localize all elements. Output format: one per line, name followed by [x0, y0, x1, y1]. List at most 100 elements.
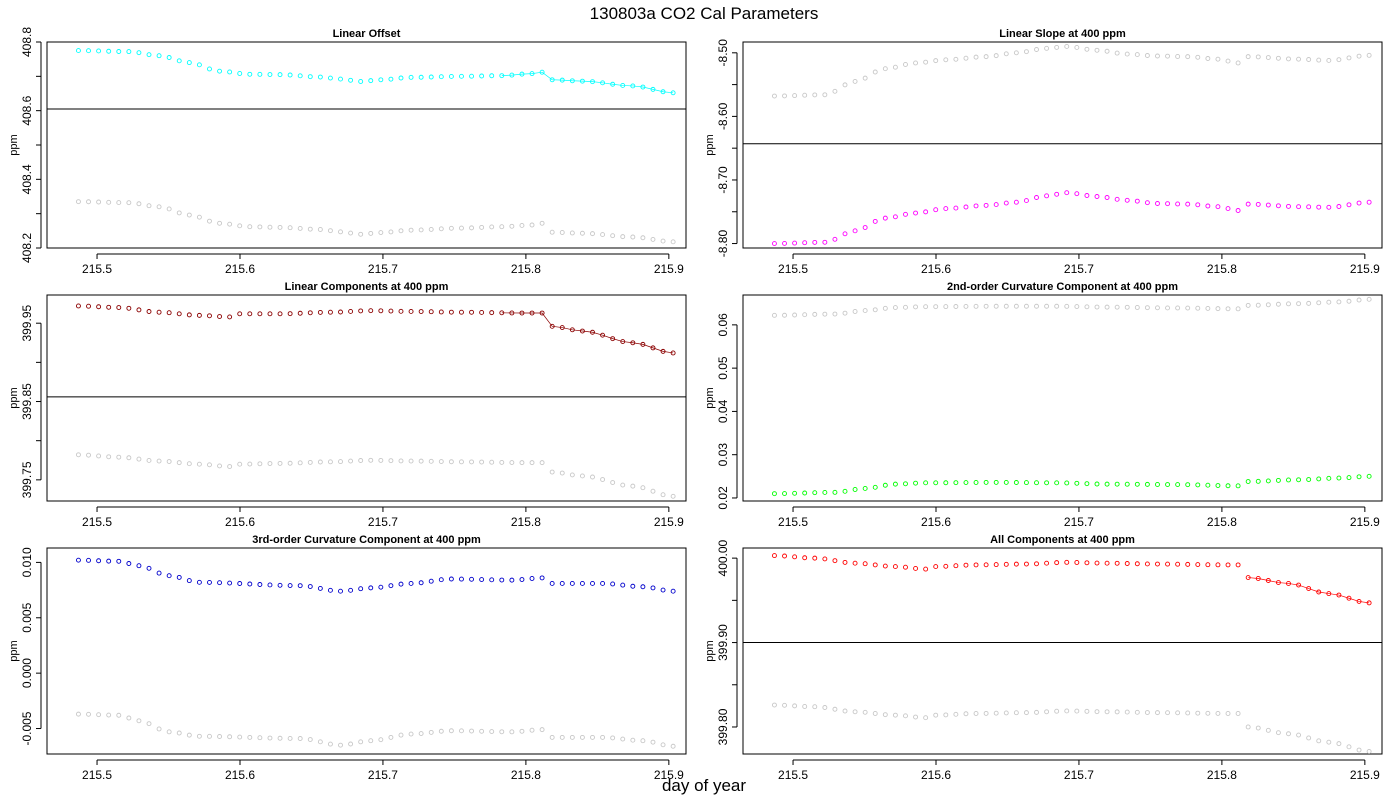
data-point: [630, 583, 636, 589]
data-point: [1326, 57, 1332, 63]
data-point: [1235, 562, 1241, 568]
data-point: [287, 460, 293, 466]
data-point: [933, 480, 939, 486]
data-point: [418, 74, 424, 80]
data-point: [1316, 589, 1322, 595]
data-point: [257, 461, 263, 467]
data-point: [1134, 52, 1140, 58]
data-point: [126, 561, 132, 566]
data-point: [1084, 46, 1090, 52]
data-point: [1255, 478, 1261, 484]
data-point: [96, 453, 102, 459]
data-point: [640, 738, 646, 744]
panel-title: Linear Slope at 400 ppm: [999, 28, 1126, 40]
data-point: [479, 309, 485, 315]
data-point: [1144, 305, 1150, 311]
data-point: [1013, 199, 1019, 205]
data-point: [1175, 710, 1181, 716]
data-point: [297, 736, 303, 741]
data-point: [1366, 52, 1372, 58]
data-point: [438, 728, 444, 734]
data-point: [802, 555, 808, 561]
data-point: [1003, 479, 1009, 485]
panel-title: 2nd-order Curvature Component at 400 ppm: [947, 281, 1178, 293]
data-point: [1286, 56, 1291, 62]
data-point: [600, 80, 606, 86]
data-point: [106, 712, 112, 718]
y-axis-label: ppm: [8, 387, 20, 408]
data-point: [207, 462, 212, 468]
data-point: [469, 73, 474, 79]
data-point: [842, 82, 848, 88]
data-point: [307, 74, 313, 80]
data-point: [186, 578, 192, 584]
data-point: [903, 564, 908, 570]
data-point: [207, 313, 212, 319]
data-point: [519, 222, 525, 228]
data-point: [398, 581, 404, 587]
data-point: [913, 60, 919, 66]
data-point: [1195, 710, 1201, 716]
data-point: [479, 73, 485, 79]
data-point: [782, 702, 787, 708]
data-point: [75, 557, 81, 563]
data-point: [146, 457, 152, 463]
data-point: [1064, 303, 1070, 309]
data-point: [812, 239, 818, 245]
data-point: [1003, 561, 1009, 567]
data-point: [217, 734, 223, 739]
data-point: [116, 49, 122, 54]
data-point: [1215, 306, 1221, 312]
x-tick-label: 215.5: [778, 768, 808, 782]
data-point: [307, 737, 313, 742]
x-tick-label: 215.5: [82, 768, 112, 782]
data-point: [792, 490, 798, 496]
data-point: [832, 558, 838, 564]
data-point: [479, 728, 485, 734]
data-point: [559, 470, 565, 476]
data-point: [1104, 195, 1110, 200]
data-point: [862, 561, 868, 567]
data-point: [1235, 711, 1241, 716]
data-point: [1336, 299, 1342, 305]
data-point: [923, 209, 929, 215]
panel-1: Linear Offset ppm 215.5 215.6 215.7 215.8 215.…: [8, 27, 687, 276]
data-point: [489, 729, 495, 735]
data-point: [1175, 561, 1181, 567]
data-point: [933, 304, 939, 310]
data-point: [822, 92, 828, 98]
data-point: [368, 457, 374, 463]
data-point: [640, 84, 646, 90]
data-point: [287, 735, 293, 741]
data-point: [509, 223, 515, 229]
data-point: [297, 310, 303, 316]
data-point: [469, 225, 474, 231]
data-point: [156, 53, 162, 59]
data-point: [832, 489, 838, 495]
data-point: [479, 577, 485, 583]
data-point: [1034, 709, 1039, 715]
data-point: [822, 239, 828, 245]
data-point: [398, 308, 404, 314]
data-point: [1205, 562, 1211, 568]
data-point: [610, 581, 616, 587]
data-point: [1265, 202, 1271, 208]
data-point: [600, 734, 606, 740]
panel-2: Linear Slope at 400 ppm ppm 215.5 215.6 215.…: [704, 28, 1383, 276]
data-point: [499, 459, 505, 465]
data-point: [327, 309, 333, 315]
x-tick-label: 215.6: [225, 262, 255, 276]
series-connector-line: [501, 71, 674, 94]
data-point: [297, 73, 303, 79]
data-point: [549, 229, 555, 235]
data-point: [943, 304, 949, 310]
data-point: [428, 309, 434, 315]
data-point: [1124, 709, 1130, 715]
data-point: [1054, 560, 1060, 566]
data-point: [539, 220, 545, 226]
data-point: [317, 227, 323, 232]
data-point: [348, 77, 354, 83]
data-point: [650, 236, 656, 242]
y-tick-label: -8.60: [716, 102, 730, 130]
data-point: [307, 584, 313, 589]
